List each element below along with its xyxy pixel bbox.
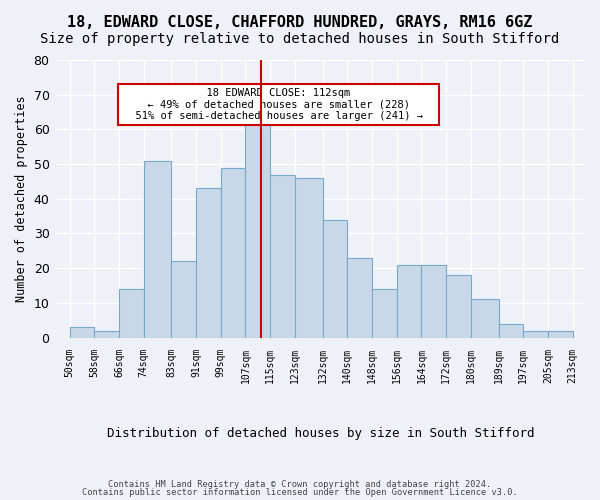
Bar xyxy=(221,168,245,338)
Bar xyxy=(548,330,572,338)
Text: Contains HM Land Registry data © Crown copyright and database right 2024.: Contains HM Land Registry data © Crown c… xyxy=(109,480,491,489)
Bar xyxy=(421,264,446,338)
Bar xyxy=(295,178,323,338)
Text: Size of property relative to detached houses in South Stifford: Size of property relative to detached ho… xyxy=(40,32,560,46)
Bar xyxy=(245,119,270,338)
Bar xyxy=(446,275,471,338)
Bar xyxy=(499,324,523,338)
Bar xyxy=(397,264,421,338)
Bar xyxy=(172,261,196,338)
Bar xyxy=(523,330,548,338)
Text: 18 EDWARD CLOSE: 112sqm  
  ← 49% of detached houses are smaller (228)  
  51% o: 18 EDWARD CLOSE: 112sqm ← 49% of detache… xyxy=(122,88,435,121)
Bar xyxy=(143,160,172,338)
Bar xyxy=(70,327,94,338)
Bar xyxy=(119,289,143,338)
Text: Contains public sector information licensed under the Open Government Licence v3: Contains public sector information licen… xyxy=(82,488,518,497)
Bar xyxy=(94,330,119,338)
Bar xyxy=(270,174,295,338)
Text: 18, EDWARD CLOSE, CHAFFORD HUNDRED, GRAYS, RM16 6GZ: 18, EDWARD CLOSE, CHAFFORD HUNDRED, GRAY… xyxy=(67,15,533,30)
Bar xyxy=(323,220,347,338)
Bar xyxy=(347,258,372,338)
Bar xyxy=(372,289,397,338)
X-axis label: Distribution of detached houses by size in South Stifford: Distribution of detached houses by size … xyxy=(107,427,535,440)
Bar xyxy=(471,300,499,338)
Bar xyxy=(196,188,221,338)
Y-axis label: Number of detached properties: Number of detached properties xyxy=(15,96,28,302)
